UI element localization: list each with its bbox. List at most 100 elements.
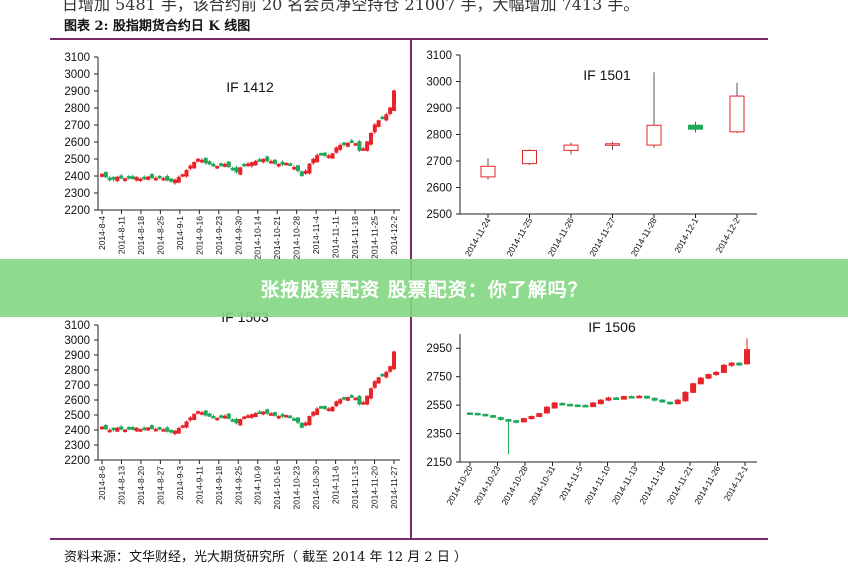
candle-body — [134, 176, 139, 181]
candle-body — [342, 142, 347, 146]
candle-body — [380, 116, 385, 120]
candle-body — [222, 415, 227, 419]
candle-body — [284, 162, 289, 166]
candle-body — [107, 177, 112, 181]
candle-body — [744, 349, 750, 365]
candle-body — [643, 395, 650, 399]
x-tick-label: 2014-11-27 — [587, 216, 617, 258]
candle-body — [303, 170, 308, 174]
candle-body — [303, 422, 308, 426]
candle-body — [103, 172, 108, 178]
candle-body — [138, 178, 143, 182]
candle-body — [257, 411, 262, 414]
candle-body — [597, 399, 604, 405]
candle-body — [349, 395, 354, 398]
candle-body — [392, 90, 396, 111]
candle-body — [490, 415, 497, 418]
y-tick-label: 2600 — [426, 183, 452, 195]
x-tick-label: 2014-9-18 — [214, 466, 224, 505]
candle-body — [199, 159, 204, 163]
candle-body — [269, 161, 274, 164]
candle-body — [253, 160, 258, 166]
candle-body — [126, 176, 131, 179]
candle-body — [222, 163, 227, 167]
y-tick-label: 2900 — [426, 103, 452, 115]
candle-body — [146, 427, 151, 431]
chart-if1501: 2500 2600 2700 2800 2900 3000 3100 IF 1501 2014-… — [426, 50, 757, 258]
x-tick-label: 2014-8-25 — [155, 216, 165, 255]
candle-body — [497, 417, 504, 420]
candle-body — [482, 413, 489, 417]
candle-body — [467, 412, 473, 415]
candle-body — [365, 141, 370, 151]
chart-title: IF 1412 — [226, 79, 274, 95]
x-tick-label: 2014-8-13 — [116, 466, 126, 505]
candle-body — [590, 402, 597, 408]
candle-body — [207, 413, 212, 417]
y-tick-label: 2700 — [426, 156, 452, 168]
candle-body — [207, 161, 212, 165]
candle-body — [288, 163, 293, 166]
x-tick-label: 2014-11-13 — [350, 466, 360, 509]
x-tick-label: 2014-11-27 — [389, 466, 399, 509]
candle-body — [315, 408, 320, 415]
y-tick-label: 2600 — [64, 395, 90, 407]
candle-body — [322, 406, 327, 409]
candle-body — [276, 416, 281, 419]
x-tick-label: 2014-11-4 — [311, 216, 321, 254]
intro-text: 日增加 5481 手，该合约前 20 名会员净空持仓 21007 手，大幅增加 … — [62, 0, 640, 14]
candle-body — [234, 167, 239, 173]
candle-body — [357, 141, 362, 151]
y-tick-label: 2550 — [426, 400, 452, 412]
x-tick-label: 2014-11-18 — [637, 464, 667, 506]
candle-body — [342, 397, 347, 400]
candle-body — [196, 411, 201, 414]
top-rule — [50, 38, 768, 40]
candle-body — [326, 155, 331, 158]
candle-body — [322, 152, 327, 156]
y-tick-label: 2500 — [64, 410, 90, 422]
banner-text: 张掖股票配资 股票配资：你了解吗？ — [260, 278, 588, 301]
x-tick-label: 2014-11-13 — [610, 464, 640, 506]
candle-body — [149, 425, 154, 430]
x-tick-label: 2014-12-1 — [672, 216, 700, 255]
y-tick-label: 3000 — [64, 69, 90, 81]
candle-body — [376, 120, 381, 127]
candle-body — [292, 167, 297, 170]
x-tick-label: 2014-10-16 — [272, 466, 282, 510]
candle-body — [551, 402, 558, 409]
candle-body — [307, 163, 312, 174]
chart-if1412: 2200 2300 2400 2500 2600 2700 2800 2900 3000 3100… — [64, 52, 400, 259]
y-tick-label: 3100 — [426, 50, 452, 62]
x-tick-label: 2014-11-24 — [463, 216, 493, 258]
candle-body — [161, 429, 166, 432]
x-tick-label: 2014-10-23 — [472, 464, 503, 507]
x-tick-label: 2014-12-2 — [389, 216, 399, 255]
candle-body — [326, 408, 331, 411]
x-tick-label: 2014-11-28 — [629, 216, 659, 258]
x-tick-label: 2014-9-23 — [214, 216, 224, 255]
candle-body — [149, 174, 154, 179]
y-tick-label: 3000 — [426, 77, 452, 89]
candle-body — [338, 399, 343, 404]
overlay-banner[interactable]: 张掖股票配资 股票配资：你了解吗？ — [0, 259, 848, 317]
candle-body — [295, 417, 300, 423]
y-tick-label: 2300 — [64, 440, 90, 452]
candle-body — [284, 415, 289, 418]
candle-body — [199, 412, 204, 415]
y-tick-label: 2800 — [426, 130, 452, 142]
candle-body — [338, 144, 343, 150]
candle-body — [153, 428, 158, 432]
y-tick-label: 2900 — [64, 86, 90, 98]
x-tick-label: 2014-12-1 — [722, 464, 750, 503]
candle-body — [582, 404, 589, 408]
x-tick-label: 2014-11-25 — [504, 216, 534, 258]
candle-body — [480, 165, 496, 178]
x-tick-label: 2014-10-31 — [527, 464, 558, 507]
candle-body — [536, 413, 543, 417]
candle-body — [165, 427, 170, 432]
candle-body — [543, 406, 550, 414]
x-tick-label: 2014-11-6 — [331, 466, 341, 504]
y-tick-label: 2700 — [64, 380, 90, 392]
candle-body — [682, 391, 689, 402]
